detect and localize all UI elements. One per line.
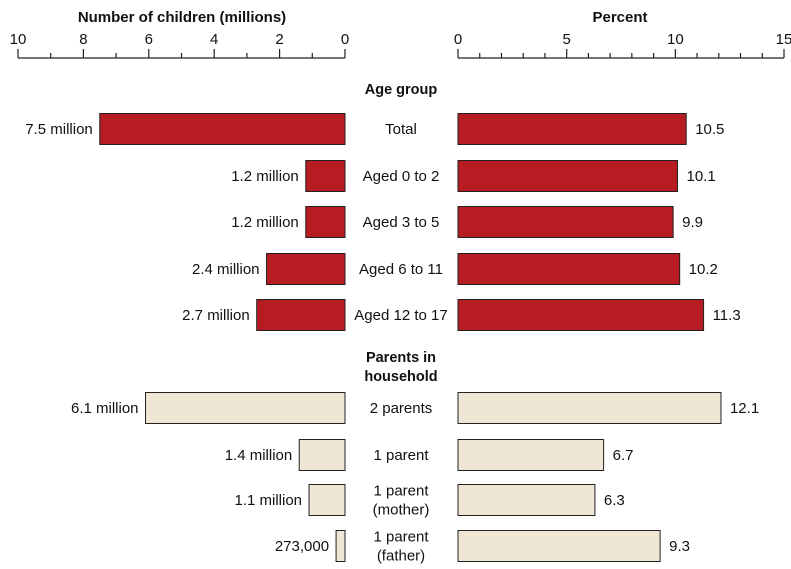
count-label: 1.1 million <box>234 492 302 509</box>
left-tick-label: 6 <box>145 31 153 48</box>
percent-bar <box>457 392 722 424</box>
right-tick-label: 5 <box>562 31 570 48</box>
bar-row: 1.2 million 9.9 Aged 3 to 5 <box>231 206 703 238</box>
left-tick-label: 2 <box>275 31 283 48</box>
category-label: (father) <box>377 548 425 565</box>
group-0: Age group 7.5 million 10.5 Total 1.2 million… <box>25 82 741 331</box>
percent-label: 10.5 <box>695 121 724 138</box>
percent-label: 10.1 <box>687 168 716 185</box>
percent-bar <box>457 113 687 145</box>
percent-label: 9.3 <box>669 538 690 555</box>
right-tick-label: 15 <box>776 31 791 48</box>
count-bar <box>305 206 346 238</box>
percent-label: 12.1 <box>730 400 759 417</box>
count-bar <box>335 530 346 562</box>
axes: 10 8 6 4 2 0 0 5 10 15 <box>10 31 791 59</box>
count-bar <box>99 113 346 145</box>
right-tick-label: 10 <box>667 31 684 48</box>
category-label: Aged 6 to 11 <box>359 261 443 278</box>
percent-label: 6.3 <box>604 492 625 509</box>
count-bar <box>256 299 346 331</box>
category-label: 1 parent <box>373 529 429 546</box>
category-label: Aged 12 to 17 <box>354 307 447 324</box>
percent-bar <box>457 206 674 238</box>
percent-bar <box>457 299 705 331</box>
left-tick-label: 4 <box>210 31 218 48</box>
count-bar <box>145 392 346 424</box>
bar-row: 1.2 million 10.1 Aged 0 to 2 <box>231 160 716 192</box>
category-label: Aged 3 to 5 <box>363 214 440 231</box>
bar-row: 2.7 million 11.3 Aged 12 to 17 <box>182 299 741 331</box>
right-panel-title: Percent <box>592 9 647 26</box>
count-label: 2.7 million <box>182 307 250 324</box>
group-title: Age group <box>365 82 438 98</box>
percent-label: 10.2 <box>689 261 718 278</box>
count-label: 2.4 million <box>192 261 260 278</box>
count-label: 6.1 million <box>71 400 139 417</box>
bar-row: 1.4 million 6.7 1 parent <box>225 439 634 471</box>
bar-row: 2.4 million 10.2 Aged 6 to 11 <box>192 253 718 285</box>
category-label: Total <box>385 121 417 138</box>
left-tick-label: 10 <box>10 31 27 48</box>
count-bar <box>298 439 346 471</box>
bar-row: 273,000 9.3 1 parent (father) <box>275 529 690 565</box>
percent-label: 11.3 <box>713 307 741 324</box>
count-label: 1.4 million <box>225 447 293 464</box>
percent-bar <box>457 439 605 471</box>
bar-groups: Age group 7.5 million 10.5 Total 1.2 million… <box>25 82 759 565</box>
category-label: 1 parent <box>373 483 429 500</box>
group-title: Parents in <box>366 350 436 366</box>
percent-bar <box>457 160 679 192</box>
count-label: 273,000 <box>275 538 329 555</box>
left-panel-title: Number of children (millions) <box>78 9 286 26</box>
percent-label: 9.9 <box>682 214 703 231</box>
count-label: 1.2 million <box>231 214 299 231</box>
count-label: 7.5 million <box>25 121 93 138</box>
bar-row: 6.1 million 12.1 2 parents <box>71 392 759 424</box>
bar-row: 1.1 million 6.3 1 parent (mother) <box>234 483 624 519</box>
group-1: Parents in household 6.1 million 12.1 2 pare… <box>71 350 759 565</box>
percent-label: 6.7 <box>613 447 634 464</box>
bar-row: 7.5 million 10.5 Total <box>25 113 724 145</box>
count-bar <box>305 160 346 192</box>
group-title: household <box>364 369 437 385</box>
category-label: 1 parent <box>373 447 429 464</box>
percent-bar <box>457 484 596 516</box>
count-bar <box>266 253 346 285</box>
percent-bar <box>457 253 681 285</box>
right-tick-label: 0 <box>454 31 462 48</box>
percent-bar <box>457 530 661 562</box>
category-label: (mother) <box>373 502 430 519</box>
count-label: 1.2 million <box>231 168 299 185</box>
left-tick-label: 8 <box>79 31 87 48</box>
category-label: 2 parents <box>370 400 433 417</box>
left-tick-label: 0 <box>341 31 349 48</box>
count-bar <box>308 484 346 516</box>
category-label: Aged 0 to 2 <box>363 168 440 185</box>
